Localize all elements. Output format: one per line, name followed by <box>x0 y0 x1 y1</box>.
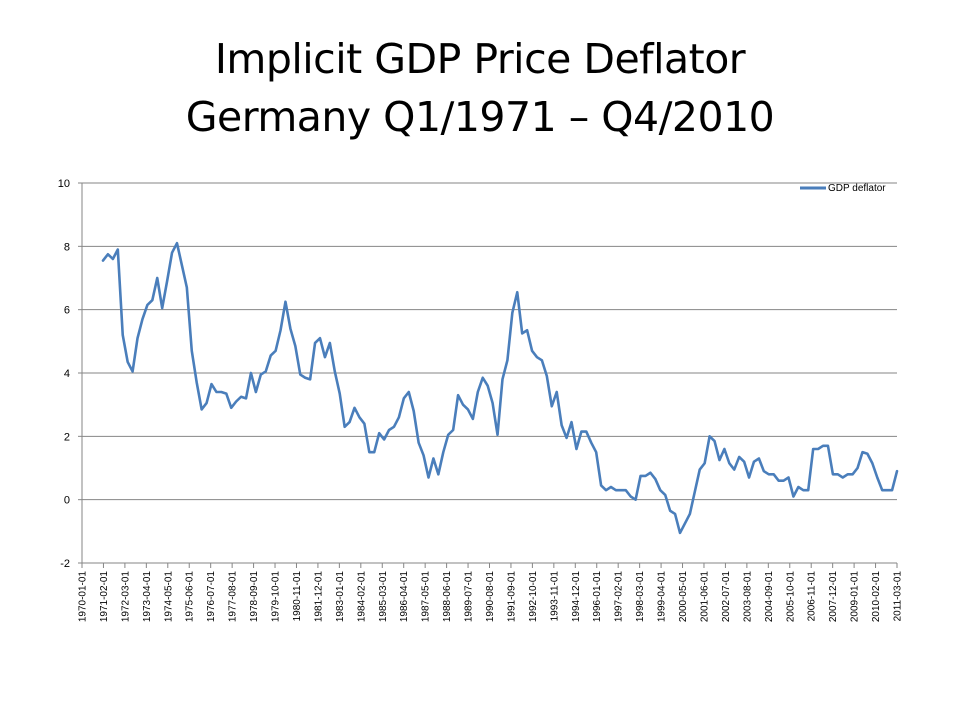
x-tick-label: 1985-03-01 <box>378 571 389 623</box>
x-tick-label: 1976-07-01 <box>206 571 217 623</box>
x-tick-label: 1975-06-01 <box>185 571 196 623</box>
x-tick-label: 1989-07-01 <box>464 571 475 623</box>
x-tick-label: 1983-01-01 <box>335 571 346 623</box>
y-tick-label: -2 <box>60 558 70 570</box>
x-tick-label: 1996-01-01 <box>592 571 603 623</box>
x-tick-label: 1972-03-01 <box>120 571 131 623</box>
x-tick-label: 2001-06-01 <box>699 571 710 623</box>
gridlines <box>82 182 897 501</box>
x-tick-label: 2000-05-01 <box>678 571 689 623</box>
x-tick-label: 1990-08-01 <box>485 571 496 623</box>
x-tick-label: 1984-02-01 <box>356 571 367 623</box>
x-tick-label: 2009-01-01 <box>850 571 861 623</box>
y-tick-label: 8 <box>64 241 70 253</box>
x-tick-label: 1994-12-01 <box>571 571 582 623</box>
x-tick-label: 1992-10-01 <box>528 571 539 623</box>
x-tick-label: 1981-12-01 <box>313 571 324 623</box>
y-tick-label: 6 <box>64 305 70 317</box>
x-tick-label: 1980-11-01 <box>292 571 303 622</box>
series-line-gdp-deflator <box>101 241 899 535</box>
y-axis-ticks: 10 8 6 4 2 0 -2 <box>58 178 82 570</box>
x-tick-label: 1971-02-01 <box>99 571 110 623</box>
x-tick-label: 1979-10-01 <box>271 571 282 623</box>
x-tick-label: 1974-05-01 <box>163 571 174 623</box>
x-tick-label: 1973-04-01 <box>142 571 153 623</box>
x-tick-label: 1987-05-01 <box>421 571 432 623</box>
y-tick-label: 0 <box>64 495 70 507</box>
x-tick-label: 1988-06-01 <box>442 571 453 623</box>
y-tick-label: 10 <box>58 178 70 190</box>
x-tick-label: 2011-03-01 <box>893 571 904 622</box>
x-tick-label: 1999-04-01 <box>657 571 668 623</box>
legend-label: GDP deflator <box>828 183 886 194</box>
y-tick-label: 2 <box>64 431 70 443</box>
chart-title-line-1: Implicit GDP Price Deflator <box>214 35 746 83</box>
legend: GDP deflator <box>800 183 886 194</box>
x-tick-label: 2010-02-01 <box>871 571 882 623</box>
x-tick-label: 1986-04-01 <box>399 571 410 623</box>
x-axis-ticks: 1970-01-01 1971-02-01 1972-03-01 1973-04-01… <box>78 563 904 622</box>
x-tick-label: 1998-03-01 <box>635 571 646 623</box>
x-tick-label: 2007-12-01 <box>828 571 839 623</box>
x-tick-label: 1991-09-01 <box>506 571 517 623</box>
x-tick-label: 1993-11-01 <box>549 571 560 622</box>
x-tick-label: 2003-08-01 <box>742 571 753 623</box>
x-tick-label: 2002-07-01 <box>721 571 732 623</box>
x-tick-label: 1997-02-01 <box>614 571 625 623</box>
x-tick-label: 2004-09-01 <box>764 571 775 623</box>
chart-title: Implicit GDP Price Deflator Germany Q1/1… <box>0 30 960 146</box>
chart-subtitle: Germany Q1/1971 – Q4/2010 <box>185 93 775 141</box>
x-tick-label: 2006-11-01 <box>807 571 818 622</box>
x-tick-label: 1970-01-01 <box>78 571 89 623</box>
x-tick-label: 2005-10-01 <box>785 571 796 623</box>
x-tick-label: 1977-08-01 <box>228 571 239 623</box>
x-tick-label: 1978-09-01 <box>249 571 260 623</box>
series-layer <box>101 241 899 535</box>
y-tick-label: 4 <box>64 368 70 380</box>
